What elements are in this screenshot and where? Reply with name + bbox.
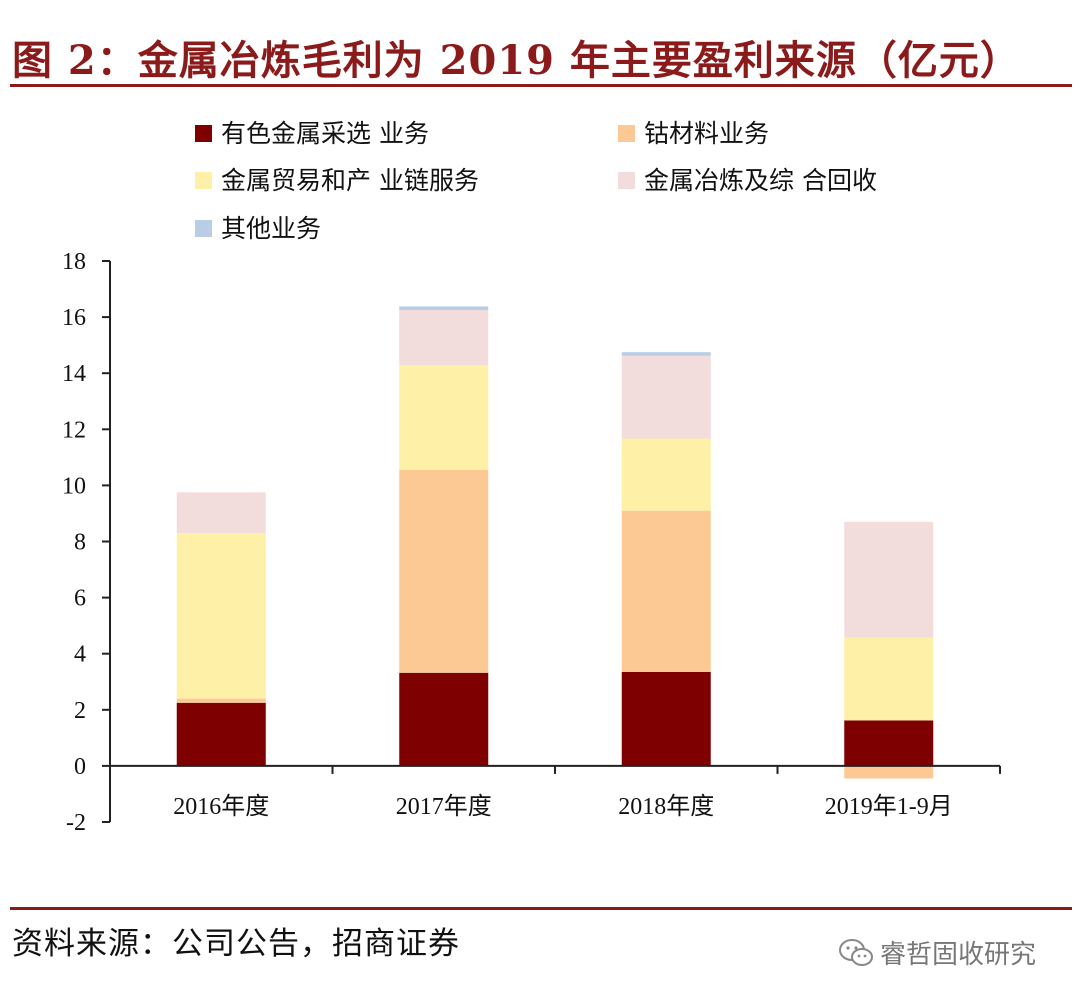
bar-segment bbox=[176, 533, 266, 699]
x-tick-label: 2019年1-9月 bbox=[825, 793, 953, 820]
legend-swatch bbox=[618, 125, 635, 142]
legend-label: 金属贸易和产 业链服务 bbox=[221, 166, 479, 195]
bar-segment bbox=[621, 671, 711, 766]
title-divider bbox=[10, 84, 1072, 87]
legend-label: 钴材料业务 bbox=[644, 119, 769, 148]
wechat-icon bbox=[839, 938, 873, 966]
bar-segment bbox=[399, 672, 489, 766]
legend-swatch bbox=[195, 172, 212, 189]
bar-segment bbox=[399, 310, 489, 366]
bar-segment bbox=[621, 438, 711, 511]
y-tick-label: 10 bbox=[62, 473, 86, 499]
bar-segment bbox=[399, 469, 489, 673]
bar-segment bbox=[176, 698, 266, 703]
legend-swatch bbox=[195, 125, 212, 142]
bar-segment bbox=[399, 365, 489, 470]
bar-segment bbox=[621, 355, 711, 439]
y-tick-label: 2 bbox=[74, 698, 86, 724]
bar-segment bbox=[176, 492, 266, 534]
bar-segment bbox=[621, 352, 711, 356]
bar-segment bbox=[399, 306, 489, 311]
x-tick-label: 2018年度 bbox=[618, 793, 714, 820]
y-tick-label: 4 bbox=[74, 642, 86, 668]
y-tick-label: 6 bbox=[74, 586, 86, 612]
bar-segment bbox=[176, 702, 266, 766]
bar-segment bbox=[621, 510, 711, 672]
y-tick-label: 16 bbox=[62, 305, 86, 331]
source-note: 资料来源：公司公告，招商证券 bbox=[12, 926, 460, 962]
legend-label: 有色金属采选 业务 bbox=[221, 119, 429, 148]
y-tick-label: -2 bbox=[66, 810, 86, 836]
watermark: 睿哲固收研究 bbox=[838, 934, 1036, 971]
chart-title: 图 2：金属冶炼毛利为 2019 年主要盈利来源（亿元） bbox=[12, 37, 1021, 84]
x-tick-label: 2017年度 bbox=[396, 793, 492, 820]
y-tick-label: 8 bbox=[74, 530, 86, 556]
legend-swatch bbox=[618, 172, 635, 189]
legend-label: 金属冶炼及综 合回收 bbox=[644, 166, 877, 195]
y-tick-label: 0 bbox=[74, 754, 86, 780]
y-tick-label: 18 bbox=[62, 249, 86, 275]
bar-segment bbox=[844, 765, 934, 779]
bar-segment bbox=[844, 521, 934, 638]
legend-swatch bbox=[195, 220, 212, 237]
bar-segment bbox=[844, 637, 934, 721]
legend-label: 其他业务 bbox=[221, 214, 321, 243]
bar-segment bbox=[844, 720, 934, 766]
source-divider bbox=[10, 907, 1072, 910]
x-tick-label: 2016年度 bbox=[173, 793, 269, 820]
y-tick-label: 14 bbox=[62, 361, 86, 387]
watermark-text: 睿哲固收研究 bbox=[880, 940, 1037, 970]
y-tick-label: 12 bbox=[62, 417, 86, 443]
